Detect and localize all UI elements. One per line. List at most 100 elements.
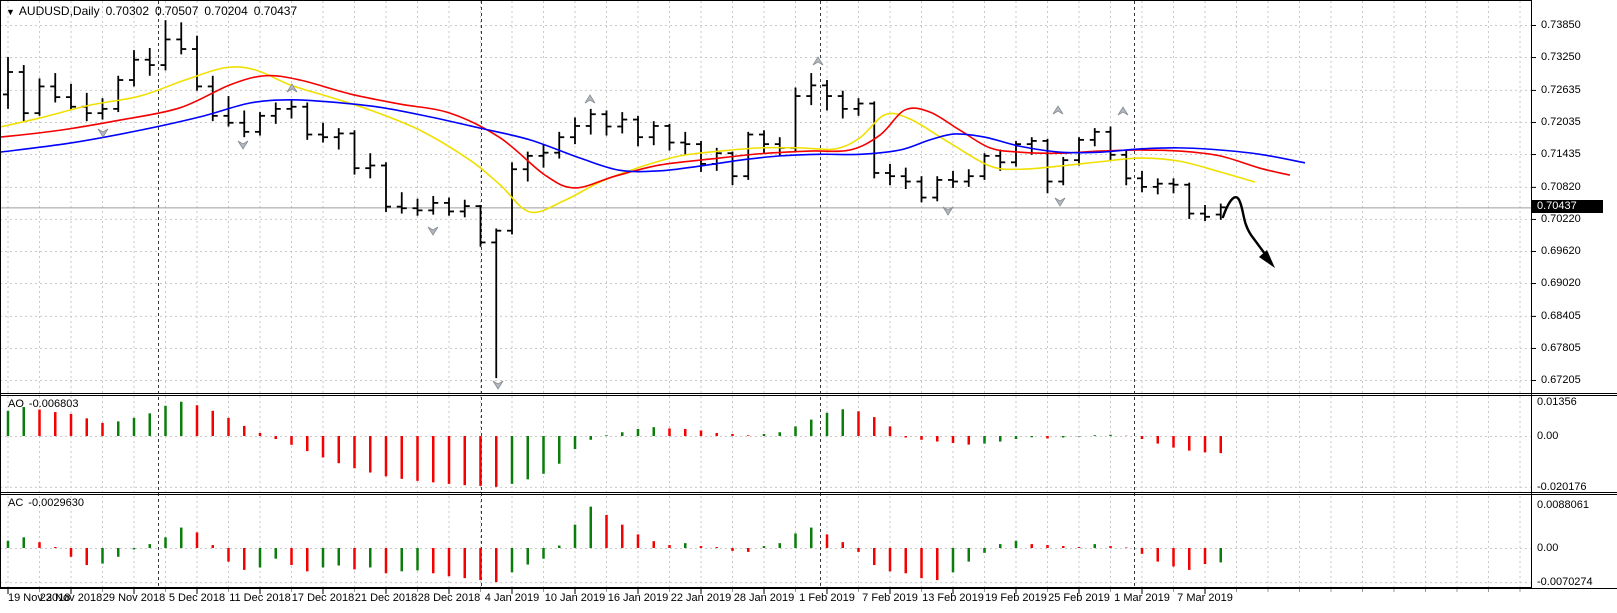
price-bar [1042,138,1053,194]
price-bar [979,153,990,180]
price-bar [1152,178,1163,195]
price-bar [633,115,643,147]
symbol-timeframe-label: AUDUSD,Daily [18,4,100,18]
price-bar [444,197,454,216]
price-bar [160,20,171,71]
date-axis-label: 7 Feb 2019 [862,592,918,604]
fractal-up-icon [1117,106,1129,116]
date-axis-label: 7 Mar 2019 [1177,592,1233,604]
price-bar [948,170,958,188]
price-bar [822,80,832,111]
ohlc-close-value: 0.70437 [253,4,298,18]
price-axis-label: 0.67205 [1541,374,1581,386]
symbol-dropdown-icon[interactable]: ▼ [6,7,15,17]
ac-axis-label: 0.00 [1537,542,1559,554]
date-axis-label: 23 Nov 2018 [39,592,103,604]
price-bar [680,131,691,155]
date-axis-label: 5 Dec 2018 [168,592,226,604]
fractal-up-icon [812,56,824,66]
price-bar [34,78,45,116]
price-bar [302,102,313,140]
date-axis-label: 21 Dec 2018 [354,592,418,604]
price-bar [223,96,234,127]
price-bar [333,128,344,150]
price-bar [349,130,360,175]
price-bar [255,112,265,136]
ao-axis-label: 0.00 [1537,430,1559,442]
fractal-down-icon [492,380,504,390]
fractal-down-icon [237,140,249,150]
price-bar [286,99,297,119]
current-price-tag: 0.70437 [1532,200,1603,214]
price-bar [66,83,76,111]
price-bar [50,73,61,103]
price-bar [932,176,943,202]
ao-axis-label: -0.020176 [1537,480,1587,493]
price-bar [1200,205,1210,222]
price-bar [491,228,502,379]
ac-indicator-name: AC [8,497,24,509]
price-bar [806,73,817,106]
price-bar [365,153,376,179]
price-bar [963,169,974,187]
fractal-up-icon [1052,105,1064,115]
price-bar [1089,128,1100,147]
price-bar [522,151,533,182]
ac-indicator-value: -0.0029630 [28,497,84,509]
price-bar [1137,170,1147,193]
price-bar [1168,178,1179,194]
price-bar [1074,137,1084,166]
ac-axis-label: 0.0088061 [1537,499,1589,512]
date-axis-label: 4 Jan 2019 [484,592,540,604]
fractal-down-icon [942,206,954,216]
price-axis-label: 0.73850 [1541,19,1581,31]
fractal-down-icon [97,128,109,138]
ohlc-high-value: 0.70507 [155,4,199,18]
chart-title-bar: ▼ AUDUSD,Daily 0.70302 0.70507 0.70204 0.7043… [6,4,303,18]
date-axis-label: 28 Dec 2018 [417,592,481,604]
ohlc-open-value: 0.70302 [105,4,149,18]
price-bar [97,98,108,120]
price-bar [239,110,250,138]
price-bar [1184,182,1195,219]
price-bar [617,112,628,134]
date-axis-label: 1 Feb 2019 [799,592,855,604]
price-bar [1058,156,1069,186]
date-axis-label: 22 Jan 2019 [670,592,732,604]
price-bar [743,131,754,180]
fractal-up-icon [286,83,298,93]
price-axis-label: 0.69620 [1541,244,1581,257]
price-bar [664,123,675,151]
price-bar [648,121,659,146]
trend-arrow-annotation[interactable] [1221,196,1270,260]
price-bar [585,108,596,135]
price-bar [475,205,486,247]
price-axis-label: 0.72635 [1541,83,1581,96]
price-bar [900,167,911,190]
price-bar [554,131,565,159]
price-axis-label: 0.70820 [1541,180,1581,193]
date-axis-label: 11 Dec 2018 [229,592,291,604]
price-bar [270,102,281,124]
price-bar [318,122,328,143]
date-axis-label: 16 Jan 2019 [607,592,669,604]
price-axis-label: 0.68405 [1541,309,1581,322]
price-bar [1121,149,1132,186]
price-bar [759,130,769,154]
moving-average-lips-yellow [0,66,1256,214]
date-axis-label: 13 Feb 2019 [922,592,984,604]
price-bar [18,65,29,122]
ao-indicator-label: AO -0.006803 [8,398,83,410]
fractal-up-icon [584,94,596,104]
trend-arrow-head[interactable] [1259,250,1275,268]
price-bar [144,47,155,76]
price-bar [1105,126,1116,162]
price-bar [837,90,848,119]
price-bar [381,162,391,212]
price-axis-label: 0.73250 [1541,51,1581,64]
price-bar [916,176,927,203]
moving-average-jaw-blue [0,98,1306,173]
ao-indicator-value: -0.006803 [28,398,79,410]
